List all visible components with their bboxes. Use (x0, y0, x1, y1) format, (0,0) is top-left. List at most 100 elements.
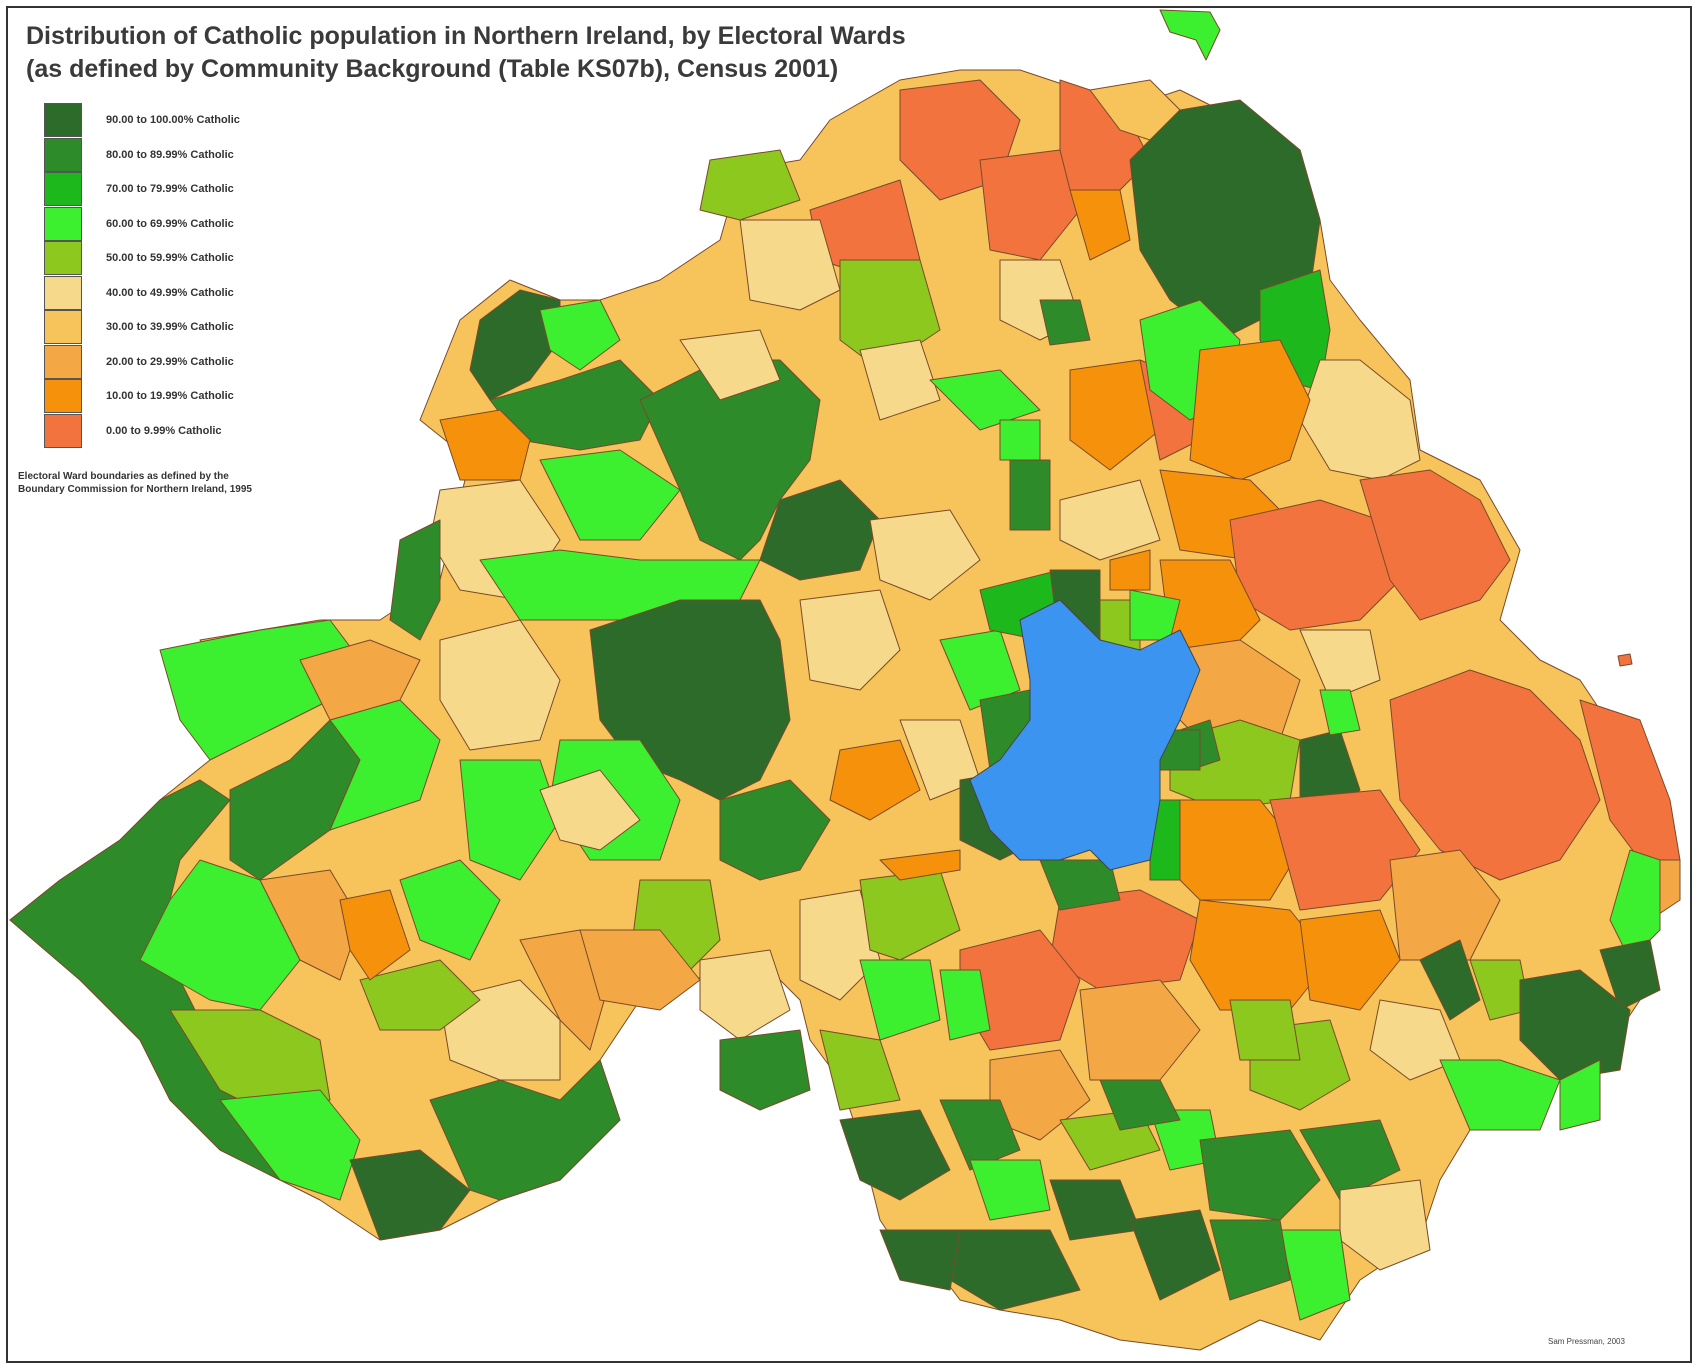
legend-item: 20.00 to 29.99% Catholic (44, 344, 240, 380)
ward-nw-light2 (539, 449, 681, 541)
ward-south-light4 (969, 1159, 1051, 1221)
legend-swatch (44, 344, 82, 379)
ward-center-yellow6 (1059, 479, 1161, 561)
ward-west-orange4 (339, 889, 411, 981)
legend-swatch (44, 310, 82, 345)
legend-swatch (44, 275, 82, 310)
legend-item: 10.00 to 19.99% Catholic (44, 379, 240, 414)
ward-east-red3 (1389, 669, 1601, 881)
ward-east-yellow (1299, 629, 1381, 701)
ward-south-dark4 (1129, 1209, 1221, 1301)
ward-south-light1 (859, 959, 941, 1041)
legend-swatch (44, 206, 82, 241)
ward-west-light3 (219, 1089, 361, 1201)
ward-east-red2 (1359, 469, 1511, 621)
ward-west-light4 (329, 699, 441, 831)
ward-south-lime2 (819, 1029, 901, 1111)
ward-north-yellow1 (739, 219, 841, 311)
ward-nw-light1 (539, 299, 621, 371)
ward-west-dark (349, 1149, 471, 1241)
legend-item: 40.00 to 49.99% Catholic (44, 275, 240, 311)
map-title-line1: Distribution of Catholic population in N… (26, 22, 906, 50)
ward-center-yellow2 (439, 619, 561, 751)
legend-item: 70.00 to 79.99% Catholic (44, 172, 240, 207)
ward-south-green3 (1299, 1119, 1401, 1201)
ward-west-lime2 (359, 959, 481, 1031)
legend-swatch (44, 241, 82, 276)
ward-south-dark1 (839, 1109, 951, 1201)
ward-regions (9, 9, 1681, 1351)
legend-item: 80.00 to 89.99% Catholic (44, 137, 240, 173)
ward-center-yellow3 (869, 509, 981, 601)
map-title-line2: (as defined by Community Background (Tab… (26, 55, 839, 83)
ward-nw-orange (439, 409, 531, 481)
ward-center-orange1 (829, 739, 921, 821)
legend-swatch (44, 103, 82, 138)
ward-se-lightorange2 (1079, 979, 1201, 1081)
ward-west-orange3 (519, 929, 611, 1051)
legend-label: 40.00 to 49.99% Catholic (106, 286, 234, 299)
legend-swatch (44, 137, 82, 172)
ward-center-orange2 (1109, 549, 1151, 591)
legend-item: 90.00 to 100.00% Catholic (44, 103, 240, 138)
ward-south-orange1 (879, 849, 961, 881)
map-legend: 90.00 to 100.00% Catholic 80.00 to 89.99… (44, 103, 240, 448)
ward-north-yellow3 (859, 339, 941, 421)
legend-label: 0.00 to 9.99% Catholic (106, 424, 222, 437)
ward-ne-yellow (1299, 359, 1421, 481)
ward-south-green1 (939, 1099, 1021, 1171)
ward-south-green4 (1209, 1219, 1291, 1301)
ward-south-light2 (939, 969, 991, 1041)
boundary-note-line1: Electoral Ward boundaries as defined by … (18, 471, 229, 482)
ward-north-orange3 (979, 149, 1081, 261)
ward-north-lime2 (699, 149, 801, 221)
ward-south-green2 (1199, 1129, 1321, 1221)
ward-se-dark2 (1519, 969, 1631, 1081)
map-title: Distribution of Catholic population in N… (26, 20, 906, 86)
legend-label: 20.00 to 29.99% Catholic (106, 355, 234, 368)
ward-south-orange2 (579, 929, 701, 1011)
ward-west-light5 (399, 859, 501, 961)
legend-label: 80.00 to 89.99% Catholic (106, 148, 234, 161)
ward-south-dark5 (879, 1229, 961, 1291)
ward-center-light2 (459, 759, 561, 881)
legend-swatch (44, 379, 82, 414)
ward-se-lightorange (1389, 849, 1501, 961)
ward-north-light1 (929, 369, 1041, 431)
ward-west-green3 (429, 1059, 621, 1201)
legend-label: 70.00 to 79.99% Catholic (106, 183, 234, 196)
legend-swatch (44, 172, 82, 207)
ward-center-light3 (939, 629, 1021, 711)
legend-item: 60.00 to 69.99% Catholic (44, 206, 240, 242)
ward-south-yellow1 (799, 889, 881, 1001)
ward-north-orange5 (1069, 189, 1131, 261)
ward-south-green6 (719, 1029, 811, 1111)
rathlin-island (1159, 9, 1221, 61)
ward-se-light2 (1439, 1059, 1561, 1131)
author-credit: Sam Pressman, 2003 (1548, 1337, 1625, 1346)
legend-label: 60.00 to 69.99% Catholic (106, 217, 234, 230)
ward-center-light5 (999, 419, 1041, 461)
ward-se-dark-coast (1599, 939, 1661, 1011)
legend-label: 90.00 to 100.00% Catholic (106, 114, 240, 127)
ward-se-light3 (1559, 1059, 1601, 1131)
boundary-note: Electoral Ward boundaries as defined by … (18, 470, 378, 496)
ward-nw-dark (469, 289, 561, 401)
legend-label: 30.00 to 39.99% Catholic (106, 321, 234, 334)
ward-lough-ring-green (1039, 859, 1121, 911)
ward-north-orange6 (1069, 359, 1161, 471)
ward-center-green2 (719, 779, 831, 881)
ward-south-green5 (1099, 1079, 1181, 1131)
ward-north-dark-small (1039, 299, 1091, 346)
ward-center-green5 (1009, 459, 1051, 531)
ward-south-yellow3 (699, 949, 791, 1041)
ward-north-yellow2 (679, 329, 781, 401)
ward-ne-orange1 (1189, 339, 1311, 481)
ward-center-yellow4 (799, 589, 901, 691)
ward-south-lime4 (1229, 999, 1301, 1061)
legend-label: 50.00 to 59.99% Catholic (106, 252, 234, 265)
ward-center-dark2 (759, 479, 881, 581)
lough-neagh (969, 599, 1201, 871)
legend-label: 10.00 to 19.99% Catholic (106, 390, 234, 403)
